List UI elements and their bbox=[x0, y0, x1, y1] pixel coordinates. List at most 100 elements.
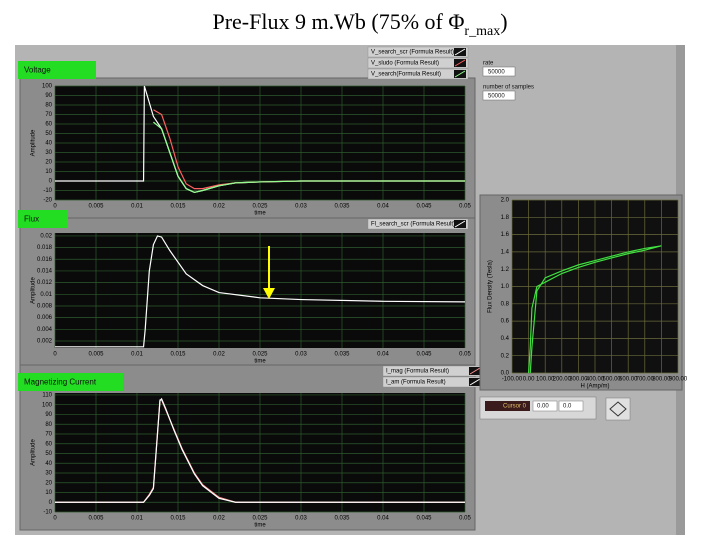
cursor-y: 0.0 bbox=[563, 404, 572, 410]
y-tick-label: 1.2 bbox=[501, 267, 510, 273]
x-tick-label: 700.00 bbox=[636, 377, 655, 383]
x-tick-label: 0.02 bbox=[213, 204, 225, 210]
title-end: ) bbox=[500, 9, 507, 34]
x-tick-label: 0.01 bbox=[131, 516, 143, 522]
legend-entry bbox=[367, 218, 469, 230]
graph-tag bbox=[18, 61, 96, 79]
title-main: Pre-Flux 9 m.Wb (75% of Φ bbox=[212, 9, 464, 34]
y-tick-label: 0.012 bbox=[37, 280, 53, 286]
x-axis-label: time bbox=[254, 359, 266, 365]
x-axis-label: time bbox=[254, 211, 266, 217]
y-tick-label: 0.02 bbox=[40, 233, 52, 239]
y-tick-label: 0.002 bbox=[37, 339, 53, 345]
x-tick-label: 0.00 bbox=[523, 377, 535, 383]
graph-tag bbox=[18, 210, 68, 228]
y-tick-label: 0.006 bbox=[37, 315, 53, 321]
samples-input[interactable] bbox=[482, 90, 516, 101]
x-tick-label: 0.015 bbox=[170, 204, 186, 210]
y-tick-label: -20 bbox=[43, 198, 52, 204]
x-tick-label: -100.00 bbox=[502, 377, 523, 383]
y-tick-label: 100 bbox=[42, 84, 53, 90]
legend-entry bbox=[367, 68, 469, 80]
x-tick-label: 300.00 bbox=[569, 377, 588, 383]
x-axis-label: H (Amp/m) bbox=[581, 384, 610, 390]
x-tick-label: 0.025 bbox=[252, 516, 268, 522]
y-tick-label: 80 bbox=[45, 103, 52, 109]
x-axis-label: time bbox=[254, 523, 266, 529]
slide-title: Pre-Flux 9 m.Wb (75% of Φr_max) bbox=[212, 9, 507, 39]
y-tick-label: 70 bbox=[45, 432, 52, 438]
y-tick-label: 1.4 bbox=[501, 249, 510, 255]
x-tick-label: 0.05 bbox=[459, 516, 471, 522]
legend-label: V_search(Formula Result) bbox=[371, 72, 441, 78]
x-tick-label: 0.02 bbox=[213, 516, 225, 522]
y-tick-label: 1.0 bbox=[501, 284, 510, 290]
arrow-head bbox=[263, 288, 275, 299]
legend-label: Fl_search_scr (Formula Result) bbox=[371, 222, 455, 228]
y-axis-label: Amplitude bbox=[31, 129, 37, 156]
y-tick-label: 0 bbox=[49, 179, 53, 185]
y-tick-label: 20 bbox=[45, 160, 52, 166]
x-tick-label: 0.035 bbox=[334, 516, 350, 522]
cursor-y-box[interactable] bbox=[558, 400, 584, 412]
x-tick-label: 0.01 bbox=[131, 352, 143, 358]
y-tick-label: 0.6 bbox=[501, 319, 510, 325]
x-tick-label: 0.05 bbox=[459, 352, 471, 358]
x-tick-label: 0.03 bbox=[295, 352, 307, 358]
legend-entry bbox=[367, 57, 469, 69]
y-tick-label: 60 bbox=[45, 122, 52, 128]
x-tick-label: 0.045 bbox=[416, 516, 432, 522]
x-tick-label: 400.00 bbox=[586, 377, 605, 383]
cursor-x-box[interactable] bbox=[532, 400, 558, 412]
series-line bbox=[55, 235, 466, 348]
y-tick-label: 0.01 bbox=[40, 292, 52, 298]
y-tick-label: 0.014 bbox=[37, 269, 53, 275]
y-tick-label: 0.016 bbox=[37, 257, 53, 263]
y-tick-label: -10 bbox=[43, 510, 52, 516]
x-tick-label: 0.035 bbox=[334, 204, 350, 210]
legend-swatch-line bbox=[469, 367, 481, 375]
cursor-name-box[interactable] bbox=[485, 401, 530, 411]
x-tick-label: 0.035 bbox=[334, 352, 350, 358]
y-axis-label: Flux Density (Tesla) bbox=[488, 260, 494, 313]
y-tick-label: 10 bbox=[45, 490, 52, 496]
legend-swatch-line bbox=[454, 48, 466, 56]
x-tick-label: 0.04 bbox=[377, 516, 389, 522]
y-tick-label: 100 bbox=[42, 402, 53, 408]
title-sub: r_max bbox=[464, 24, 500, 39]
x-tick-label: 0.015 bbox=[170, 352, 186, 358]
graph-label: Voltage bbox=[24, 66, 51, 75]
legend-swatch-line bbox=[454, 59, 466, 67]
cursor-mover[interactable] bbox=[605, 397, 631, 421]
x-tick-label: 0.025 bbox=[252, 204, 268, 210]
cursor-name: Cursor 0 bbox=[503, 404, 527, 410]
y-tick-label: 1.8 bbox=[501, 215, 510, 221]
x-tick-label: 500.00 bbox=[602, 377, 621, 383]
cursor-x: 0.00 bbox=[537, 404, 549, 410]
y-axis-label: Amplitude bbox=[31, 277, 37, 304]
series-line bbox=[55, 397, 465, 503]
y-tick-label: 40 bbox=[45, 461, 52, 467]
y-tick-label: 80 bbox=[45, 422, 52, 428]
y-tick-label: 10 bbox=[45, 169, 52, 175]
rate-input[interactable] bbox=[482, 66, 516, 77]
y-tick-label: 40 bbox=[45, 141, 52, 147]
rate-value: 50000 bbox=[488, 70, 505, 76]
legend-swatch-line bbox=[454, 220, 466, 228]
x-tick-label: 0.045 bbox=[416, 352, 432, 358]
y-tick-label: 0.4 bbox=[501, 336, 510, 342]
y-tick-label: 0.2 bbox=[501, 353, 510, 359]
series-line bbox=[528, 245, 662, 374]
x-tick-label: 0.005 bbox=[88, 204, 104, 210]
x-tick-label: 0.01 bbox=[131, 204, 143, 210]
graph-label: Flux bbox=[24, 215, 39, 224]
y-tick-label: 0.018 bbox=[37, 245, 53, 251]
x-tick-label: 0.04 bbox=[377, 352, 389, 358]
y-tick-label: 50 bbox=[45, 451, 52, 457]
x-tick-label: 100.00 bbox=[536, 377, 555, 383]
y-axis-label: Amplitude bbox=[31, 439, 37, 466]
y-tick-label: 70 bbox=[45, 112, 52, 118]
x-tick-label: 0 bbox=[53, 352, 57, 358]
graph-tag bbox=[18, 373, 123, 391]
